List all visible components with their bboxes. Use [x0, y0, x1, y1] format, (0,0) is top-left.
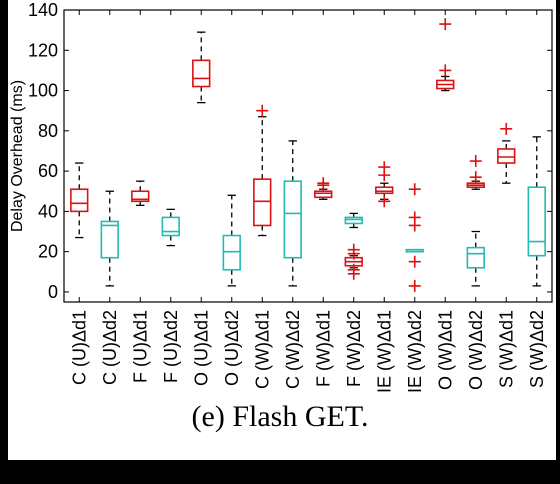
x-tick-label: IE (W)Δd1 [374, 310, 394, 393]
y-tick-label: 20 [38, 242, 58, 262]
outlier-marker [317, 177, 330, 190]
box-iqr [283, 180, 302, 259]
figure-panel [8, 0, 556, 460]
outlier-marker [408, 211, 421, 224]
x-tick-label: O (U)Δd1 [191, 310, 211, 386]
outlier-marker [347, 263, 360, 276]
box-iqr [527, 186, 546, 257]
y-axis-label: Delay Overhead (ms) [9, 80, 26, 232]
outlier-marker [408, 255, 421, 268]
x-tick-label: C (U)Δd1 [69, 310, 89, 385]
x-tick-label: C (W)Δd2 [283, 310, 303, 389]
y-tick-label: 140 [28, 0, 58, 20]
outlier-marker [256, 104, 269, 117]
outlier-marker [469, 155, 482, 168]
x-tick-label: IE (W)Δd2 [405, 310, 425, 393]
box-iqr [100, 220, 119, 259]
box-iqr [70, 188, 89, 213]
outlier-marker [439, 18, 452, 31]
y-tick-label: 120 [28, 40, 58, 60]
x-tick-label: C (W)Δd1 [252, 310, 272, 389]
y-tick-label: 0 [48, 282, 58, 302]
y-tick-label: 100 [28, 81, 58, 101]
outlier-marker [469, 171, 482, 184]
outlier-marker [378, 161, 391, 174]
box-iqr [497, 148, 516, 164]
outlier-marker [408, 183, 421, 196]
x-tick-label: S (W)Δd2 [527, 310, 547, 388]
figure-caption: (e) Flash GET. [191, 400, 369, 433]
box-iqr [466, 246, 485, 269]
plot-frame [63, 9, 553, 303]
box-iqr [131, 190, 150, 203]
outlier-marker [378, 195, 391, 208]
outlier-marker [347, 243, 360, 256]
x-tick-label: O (W)Δd2 [466, 310, 486, 390]
x-tick-label: F (W)Δd1 [313, 310, 333, 387]
box-iqr [161, 216, 180, 237]
x-tick-label: F (W)Δd2 [344, 310, 364, 387]
box-iqr [375, 186, 394, 195]
outlier-marker [439, 64, 452, 77]
y-tick-label: 40 [38, 201, 58, 221]
outlier-marker [500, 122, 513, 135]
box-iqr [253, 178, 272, 227]
x-tick-label: F (U)Δd1 [130, 310, 150, 383]
box-iqr [314, 190, 333, 199]
outlier-marker [408, 279, 421, 292]
x-tick-label: O (U)Δd2 [222, 310, 242, 386]
x-tick-label: F (U)Δd2 [161, 310, 181, 383]
box-iqr [222, 234, 241, 271]
y-tick-label: 60 [38, 161, 58, 181]
y-tick-label: 80 [38, 121, 58, 141]
box-iqr [344, 216, 363, 225]
box-iqr [192, 59, 211, 88]
boxplot-chart: 0 20 40 60 80 100 120 140 Delay Overhead (ms) C (… [9, 0, 553, 393]
x-tick-label: S (W)Δd1 [496, 310, 516, 388]
x-tick-label: C (U)Δd2 [100, 310, 120, 385]
x-tick-label: O (W)Δd1 [435, 310, 455, 390]
